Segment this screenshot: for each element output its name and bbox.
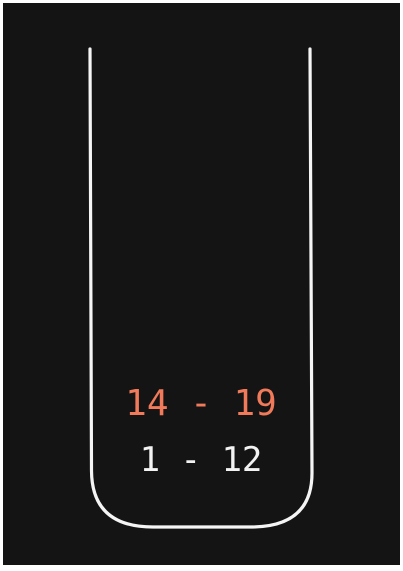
score-range: 1 - 12 [139,440,263,480]
score-range-highlighted: 14 - 19 [125,383,277,424]
cup-outline [88,47,314,529]
